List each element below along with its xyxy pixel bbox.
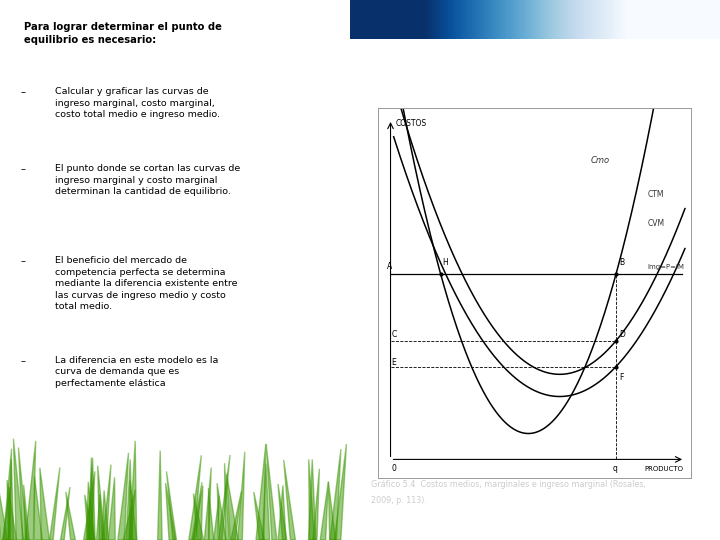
Polygon shape — [231, 491, 241, 540]
Polygon shape — [108, 477, 115, 540]
Text: –: – — [21, 256, 26, 266]
Polygon shape — [278, 485, 286, 540]
Polygon shape — [60, 487, 70, 540]
Polygon shape — [3, 487, 10, 540]
Polygon shape — [96, 494, 103, 540]
Text: 0: 0 — [391, 463, 396, 472]
Polygon shape — [253, 492, 264, 540]
Text: Para lograr determinar el punto de
equilibrio es necesario:: Para lograr determinar el punto de equil… — [24, 22, 222, 45]
Polygon shape — [85, 495, 95, 540]
Text: Cmo: Cmo — [591, 157, 610, 165]
Polygon shape — [126, 460, 132, 540]
Polygon shape — [89, 457, 94, 540]
Polygon shape — [88, 458, 95, 540]
Polygon shape — [84, 471, 95, 540]
Polygon shape — [166, 471, 176, 540]
Text: H: H — [442, 258, 448, 267]
Polygon shape — [86, 482, 95, 540]
Polygon shape — [66, 492, 76, 540]
Text: PRODUCTO: PRODUCTO — [644, 465, 683, 471]
Polygon shape — [7, 480, 17, 540]
Polygon shape — [130, 441, 137, 540]
Text: El beneficio del mercado de
competencia perfecta se determina
mediante la difere: El beneficio del mercado de competencia … — [55, 256, 238, 311]
Text: F: F — [619, 373, 624, 382]
Text: Enfoque marginal en competencia perfecta: Enfoque marginal en competencia perfecta — [365, 516, 720, 535]
Polygon shape — [193, 485, 203, 540]
Polygon shape — [166, 483, 176, 540]
Polygon shape — [192, 482, 202, 540]
Polygon shape — [217, 483, 226, 540]
Text: E: E — [391, 358, 396, 367]
Polygon shape — [40, 468, 50, 540]
Polygon shape — [278, 484, 287, 540]
Polygon shape — [158, 450, 162, 540]
Polygon shape — [189, 455, 202, 540]
Text: Calcular y graficar las curvas de
ingreso marginal, costo marginal,
costo total : Calcular y graficar las curvas de ingres… — [55, 87, 220, 119]
Polygon shape — [194, 494, 204, 540]
Polygon shape — [227, 474, 238, 540]
Polygon shape — [102, 464, 111, 540]
Polygon shape — [328, 482, 336, 540]
Polygon shape — [9, 459, 14, 540]
Text: q: q — [613, 463, 618, 472]
Polygon shape — [129, 481, 137, 540]
Polygon shape — [19, 448, 27, 540]
Polygon shape — [34, 477, 42, 540]
Polygon shape — [98, 465, 105, 540]
Polygon shape — [14, 438, 24, 540]
Polygon shape — [284, 460, 295, 540]
Polygon shape — [225, 463, 229, 540]
Text: –: – — [21, 87, 26, 98]
Polygon shape — [309, 460, 315, 540]
Polygon shape — [204, 468, 211, 540]
Text: COSTOS: COSTOS — [395, 119, 426, 129]
Text: C: C — [391, 330, 397, 339]
Text: –: – — [21, 356, 26, 366]
Polygon shape — [102, 490, 109, 540]
Polygon shape — [4, 449, 12, 540]
Polygon shape — [24, 485, 29, 540]
Polygon shape — [214, 496, 219, 540]
Polygon shape — [313, 469, 320, 540]
Text: A: A — [387, 262, 392, 271]
Text: La diferencia en este modelo es la
curva de demanda que es
perfectamente elástic: La diferencia en este modelo es la curva… — [55, 356, 219, 388]
Text: 2009, p. 113).: 2009, p. 113). — [371, 496, 427, 505]
Text: –: – — [21, 164, 26, 174]
Polygon shape — [330, 449, 341, 540]
Polygon shape — [0, 462, 7, 540]
Polygon shape — [266, 444, 277, 540]
Text: Img=P=IM: Img=P=IM — [647, 264, 684, 270]
Polygon shape — [218, 455, 230, 540]
Polygon shape — [50, 468, 60, 540]
Text: B: B — [619, 258, 624, 267]
Polygon shape — [123, 490, 135, 540]
Text: Gráfico 5.4  Costos medios, marginales e ingreso marginal (Rosales,: Gráfico 5.4 Costos medios, marginales e … — [371, 480, 646, 489]
Polygon shape — [209, 488, 214, 540]
Text: CVM: CVM — [647, 219, 665, 228]
Polygon shape — [256, 444, 266, 540]
Text: D: D — [619, 330, 625, 339]
Polygon shape — [238, 452, 245, 540]
Text: CTM: CTM — [647, 190, 664, 199]
Polygon shape — [118, 453, 129, 540]
Polygon shape — [334, 444, 346, 540]
Text: El punto donde se cortan las curvas de
ingreso marginal y costo marginal
determi: El punto donde se cortan las curvas de i… — [55, 164, 240, 196]
Polygon shape — [25, 441, 36, 540]
Polygon shape — [308, 460, 316, 540]
Polygon shape — [320, 482, 328, 540]
Polygon shape — [263, 463, 270, 540]
